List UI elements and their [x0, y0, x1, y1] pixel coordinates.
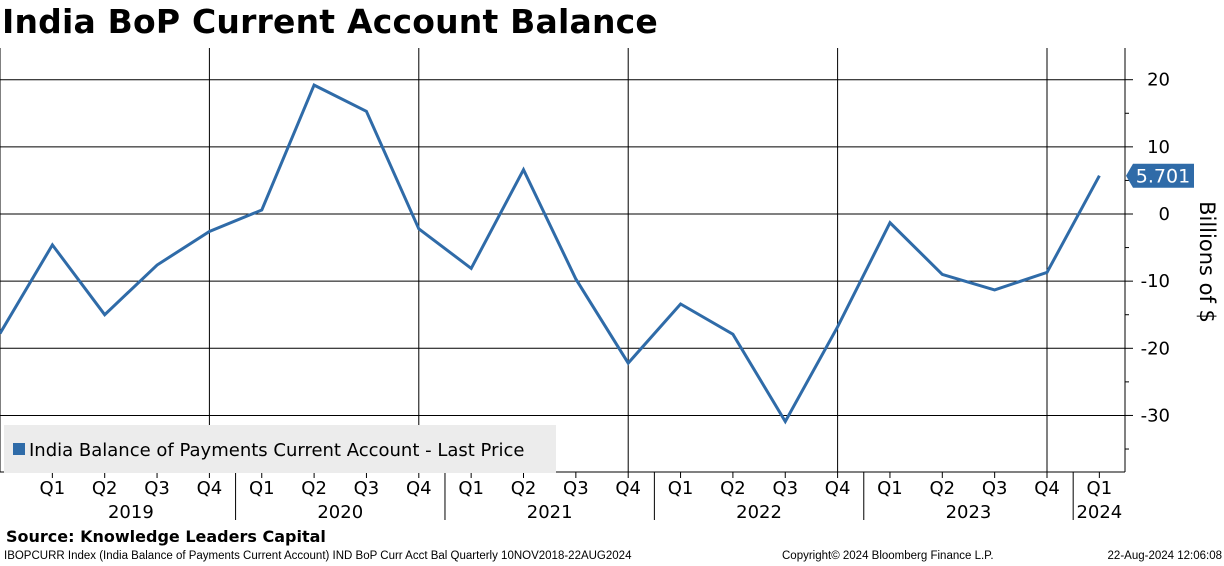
y-tick-label: -30: [1141, 405, 1170, 426]
year-label: 2020: [317, 502, 363, 523]
x-tick-label: Q3: [563, 478, 589, 499]
year-label: 2024: [1076, 502, 1122, 523]
labels-layer: 5.701: [1126, 163, 1194, 188]
legend-box: [4, 425, 556, 473]
x-tick-label: Q4: [825, 478, 851, 499]
year-label: 2019: [108, 502, 154, 523]
x-tick-label: Q1: [877, 478, 903, 499]
footer-timestamp: 22-Aug-2024 12:06:08: [1107, 550, 1222, 562]
x-tick-label: Q2: [92, 478, 118, 499]
x-tick-label: Q4: [615, 478, 641, 499]
y-tick-label: 0: [1159, 204, 1170, 225]
x-tick-label: Q2: [301, 478, 327, 499]
x-tick-label: Q2: [929, 478, 955, 499]
x-tick-label: Q2: [720, 478, 746, 499]
year-label: 2022: [736, 502, 782, 523]
x-tick-label: Q3: [354, 478, 380, 499]
y-tick-label: 10: [1147, 137, 1170, 158]
legend: India Balance of Payments Current Accoun…: [4, 425, 556, 473]
x-tick-label: Q1: [1087, 478, 1113, 499]
x-tick-label: Q1: [40, 478, 66, 499]
x-tick-label: Q3: [982, 478, 1008, 499]
x-tick-label: Q1: [668, 478, 694, 499]
x-tick-label: Q3: [772, 478, 798, 499]
source-note: Source: Knowledge Leaders Capital: [6, 527, 326, 546]
series-layer: [0, 83, 1101, 425]
chart-title: India BoP Current Account Balance: [2, 2, 658, 41]
y-tick-label: 20: [1147, 70, 1170, 91]
footer-copyright: Copyright© 2024 Bloomberg Finance L.P.: [782, 550, 994, 562]
y-axis-title: Billions of $: [1195, 201, 1219, 323]
x-tick-label: Q1: [249, 478, 275, 499]
footer-index-description: IBOPCURR Index (India Balance of Payment…: [4, 550, 632, 562]
legend-swatch: [13, 443, 25, 455]
series-line: [0, 83, 1101, 425]
x-tick-label: Q1: [458, 478, 484, 499]
axes: 20 10 0 -10 -20 -30 Q1 Q2 Q3 Q4 Q1 Q2 Q3 Q4 Q1 Q2 Q3 Q4 Q1…: [0, 48, 1219, 523]
legend-label: India Balance of Payments Current Accoun…: [29, 440, 524, 461]
y-tick-label: -20: [1141, 338, 1170, 359]
x-tick-label: Q4: [197, 478, 223, 499]
x-tick-label: Q2: [511, 478, 537, 499]
y-tick-label: -10: [1141, 271, 1170, 292]
x-tick-label: Q3: [144, 478, 170, 499]
last-value-callout: 5.701: [1126, 163, 1194, 188]
last-value-label: 5.701: [1136, 166, 1190, 188]
year-label: 2021: [527, 502, 573, 523]
last-value-badge: [1126, 163, 1194, 188]
x-tick-label: Q4: [1034, 478, 1060, 499]
x-tick-label: Q4: [406, 478, 432, 499]
gridlines: [0, 48, 1125, 472]
year-label: 2023: [946, 502, 992, 523]
